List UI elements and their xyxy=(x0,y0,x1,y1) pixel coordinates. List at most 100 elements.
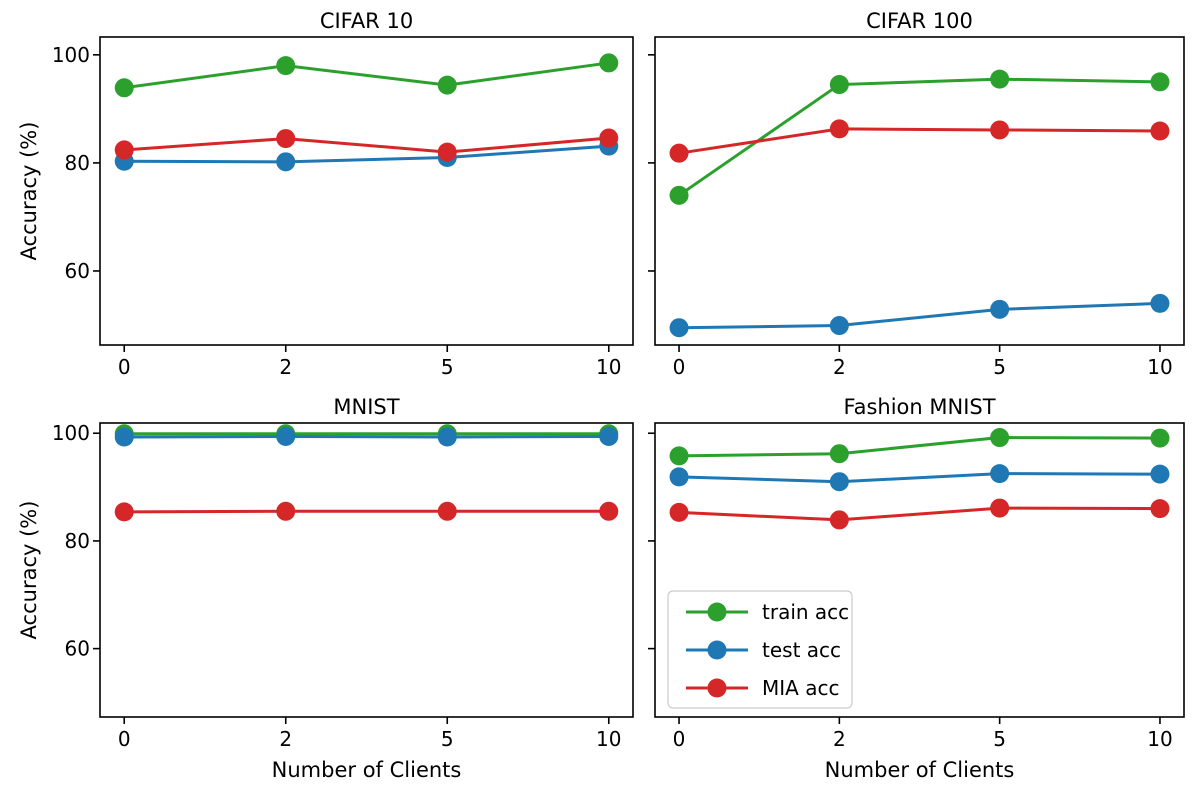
test-acc-line xyxy=(679,472,1160,484)
legend-label: train acc xyxy=(762,600,849,624)
subplot-mnist: MNIST 60 80 100 0 2 5 10 Accuracy (%) Number of C… xyxy=(17,395,634,782)
y-tick-label: 80 xyxy=(65,151,90,175)
x-axis-label: Number of Clients xyxy=(825,758,1015,782)
mia-acc-marker xyxy=(1150,121,1170,141)
subplot-title: MNIST xyxy=(333,395,399,419)
test-acc-marker xyxy=(276,152,296,172)
mia-acc-line xyxy=(124,509,609,514)
legend-marker-swatch xyxy=(707,602,727,622)
test-acc-marker xyxy=(669,467,689,487)
y-axis-label: Accuracy (%) xyxy=(17,122,41,261)
mia-acc-marker xyxy=(1150,499,1170,519)
subplot-title: Fashion MNIST xyxy=(843,395,995,419)
train-acc-marker xyxy=(990,69,1010,89)
subplot-title: CIFAR 10 xyxy=(320,9,413,33)
train-acc-marker xyxy=(437,75,457,95)
x-tick-label: 0 xyxy=(118,355,131,379)
test-acc-marker xyxy=(990,299,1010,319)
train-acc-marker xyxy=(114,78,134,98)
mia-acc-marker xyxy=(114,140,134,160)
x-tick-label: 10 xyxy=(1147,727,1172,751)
train-acc-marker xyxy=(276,56,296,76)
train-acc-marker xyxy=(829,75,849,95)
plot-frame xyxy=(99,36,634,346)
mia-acc-marker xyxy=(599,501,619,521)
x-tick-label: 2 xyxy=(833,727,846,751)
x-tick-label: 10 xyxy=(1147,355,1172,379)
mia-acc-line xyxy=(678,506,1160,522)
legend-item-train-acc: train acc xyxy=(686,600,849,624)
legend-label: MIA acc xyxy=(762,676,839,700)
subplot-title: CIFAR 100 xyxy=(866,9,973,33)
mia-acc-marker xyxy=(669,502,689,522)
test-acc-marker xyxy=(599,426,619,446)
x-tick-label: 5 xyxy=(441,355,454,379)
y-tick-label: 100 xyxy=(52,43,90,67)
plot-frame xyxy=(654,36,1185,346)
legend-item-mia-acc: MIA acc xyxy=(686,676,839,700)
subplot-cifar-100: CIFAR 100 0 2 5 10 xyxy=(648,9,1185,379)
train-acc-marker xyxy=(1150,428,1170,448)
mia-acc-marker xyxy=(990,498,1010,518)
plot-frame xyxy=(654,422,1185,718)
mia-acc-marker xyxy=(276,129,296,149)
mia-acc-marker xyxy=(437,142,457,162)
y-tick-label: 60 xyxy=(65,259,90,283)
x-tick-label: 0 xyxy=(673,355,686,379)
mia-acc-line xyxy=(124,136,609,154)
x-tick-label: 10 xyxy=(596,727,621,751)
train-acc-line xyxy=(679,436,1160,458)
mia-acc-marker xyxy=(829,119,849,139)
test-acc-line xyxy=(124,144,609,164)
test-acc-marker xyxy=(669,318,689,338)
x-tick-label: 5 xyxy=(993,355,1006,379)
train-acc-marker xyxy=(829,444,849,464)
y-tick-label: 60 xyxy=(65,637,90,661)
train-acc-marker xyxy=(669,185,689,205)
legend-marker-swatch xyxy=(707,640,727,660)
test-acc-marker xyxy=(276,426,296,446)
test-acc-marker xyxy=(990,464,1010,484)
plot-frame xyxy=(99,422,634,718)
y-tick-label: 100 xyxy=(52,421,90,445)
test-acc-marker xyxy=(1150,293,1170,313)
mia-acc-marker xyxy=(669,143,689,163)
x-axis-label: Number of Clients xyxy=(272,758,462,782)
train-acc-marker xyxy=(599,53,619,73)
x-tick-label: 5 xyxy=(441,727,454,751)
mia-acc-marker xyxy=(437,501,457,521)
mia-acc-marker xyxy=(829,510,849,530)
y-tick-label: 80 xyxy=(65,529,90,553)
train-acc-line xyxy=(678,77,1160,197)
mia-acc-line xyxy=(678,127,1160,155)
legend-marker-swatch xyxy=(707,678,727,698)
legend: train acc test acc MIA acc xyxy=(667,590,853,709)
test-acc-marker xyxy=(1150,464,1170,484)
x-tick-label: 0 xyxy=(118,727,131,751)
mia-acc-marker xyxy=(599,128,619,148)
mia-acc-marker xyxy=(990,120,1010,140)
legend-label: test acc xyxy=(762,638,841,662)
test-acc-line xyxy=(679,301,1161,330)
test-acc-marker xyxy=(829,472,849,492)
x-tick-label: 2 xyxy=(279,727,292,751)
test-acc-marker xyxy=(437,427,457,447)
x-tick-label: 2 xyxy=(279,355,292,379)
test-acc-marker xyxy=(829,316,849,336)
x-tick-label: 0 xyxy=(673,727,686,751)
train-acc-marker xyxy=(1150,72,1170,92)
subplot-fashion-mnist: Fashion MNIST 0 2 5 10 Number of Clients xyxy=(648,395,1185,782)
mia-acc-marker xyxy=(276,501,296,521)
legend-item-test-acc: test acc xyxy=(686,638,841,662)
x-tick-label: 2 xyxy=(833,355,846,379)
x-tick-label: 10 xyxy=(596,355,621,379)
x-tick-label: 5 xyxy=(993,727,1006,751)
subplot-cifar-10: CIFAR 10 60 80 100 0 2 5 10 Accuracy (%) xyxy=(17,9,634,379)
mia-acc-marker xyxy=(114,502,134,522)
train-acc-marker xyxy=(990,428,1010,448)
test-acc-marker xyxy=(114,427,134,447)
train-acc-marker xyxy=(669,446,689,466)
y-axis-label: Accuracy (%) xyxy=(17,501,41,640)
